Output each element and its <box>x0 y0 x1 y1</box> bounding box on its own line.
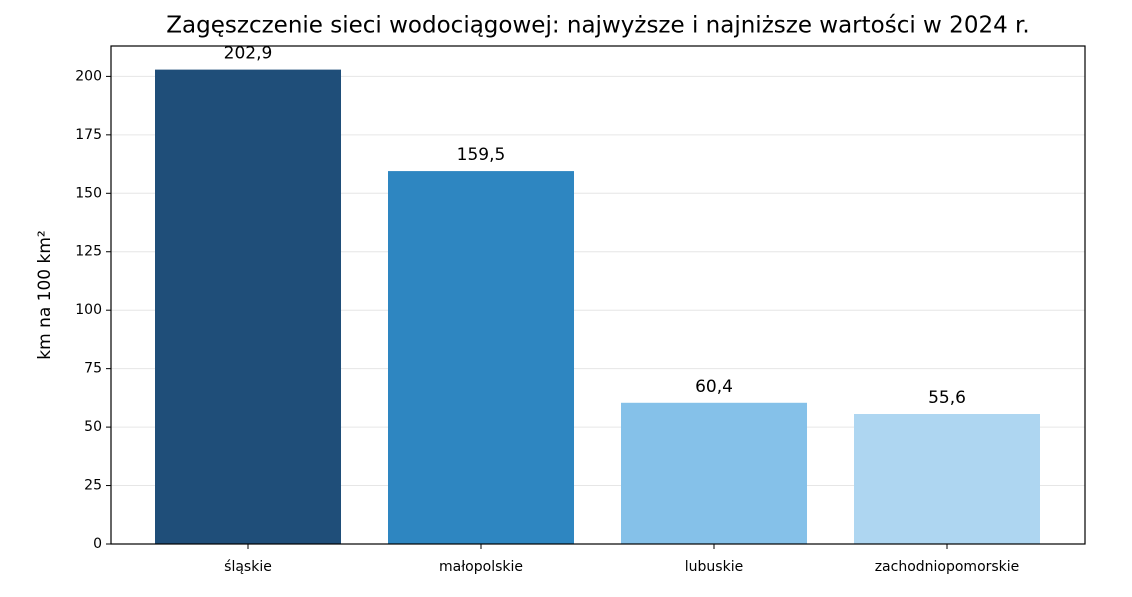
plot-frame <box>110 45 1086 545</box>
y-tick-label: 125 <box>75 244 102 260</box>
bar <box>155 69 342 545</box>
y-tick-label: 0 <box>93 536 102 552</box>
y-tick-label: 100 <box>75 302 102 318</box>
y-tick-label: 175 <box>75 127 102 143</box>
bar <box>621 402 808 544</box>
y-tick-label: 200 <box>75 68 102 84</box>
bar <box>388 171 575 544</box>
x-tick-label: śląskie <box>224 559 272 575</box>
y-tick-label: 50 <box>84 419 102 435</box>
x-tick-label: lubuskie <box>685 559 743 575</box>
value-label: 60,4 <box>695 377 733 397</box>
value-label: 55,6 <box>928 388 966 408</box>
x-tick-label: małopolskie <box>439 559 523 575</box>
y-axis-label: km na 100 km² <box>35 230 55 359</box>
value-label: 202,9 <box>224 44 273 64</box>
chart-title: Zagęszczenie sieci wodociągowej: najwyżs… <box>166 13 1029 39</box>
y-tick-label: 25 <box>84 478 102 494</box>
value-label: 159,5 <box>457 145 506 165</box>
x-tick-label: zachodniopomorskie <box>875 559 1020 575</box>
y-tick-label: 150 <box>75 185 102 201</box>
y-tick-label: 75 <box>84 361 102 377</box>
bar <box>854 414 1041 544</box>
